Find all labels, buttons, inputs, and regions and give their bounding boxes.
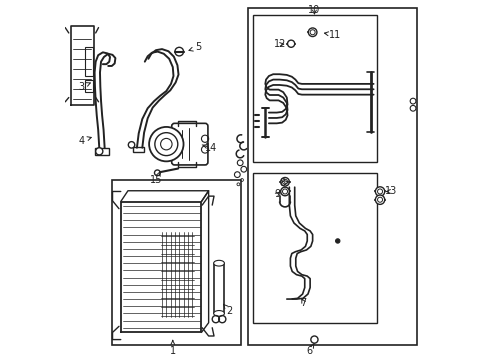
Circle shape: [154, 170, 160, 176]
Text: 11: 11: [324, 30, 340, 40]
Text: 4: 4: [78, 136, 91, 145]
Ellipse shape: [213, 311, 224, 316]
Bar: [253, 173, 376, 323]
Text: 5: 5: [189, 42, 202, 52]
Circle shape: [335, 239, 339, 243]
Text: 3: 3: [78, 82, 90, 92]
Bar: [112, 180, 241, 345]
Circle shape: [280, 177, 289, 186]
Text: 7: 7: [300, 298, 306, 308]
Bar: [214, 264, 224, 313]
Text: 8: 8: [279, 178, 288, 188]
Bar: [253, 15, 376, 162]
Bar: [85, 47, 93, 76]
Circle shape: [149, 127, 183, 161]
Circle shape: [280, 187, 289, 196]
Circle shape: [375, 187, 384, 196]
Circle shape: [309, 30, 314, 35]
Ellipse shape: [213, 260, 224, 266]
Text: 9: 9: [274, 189, 280, 199]
Bar: [95, 148, 109, 155]
Circle shape: [287, 40, 294, 47]
Circle shape: [96, 148, 102, 155]
Text: 15: 15: [150, 172, 163, 185]
Text: 2: 2: [223, 304, 232, 316]
FancyBboxPatch shape: [171, 123, 207, 165]
Circle shape: [308, 28, 316, 37]
Circle shape: [160, 138, 172, 150]
Bar: [85, 80, 93, 92]
Bar: [132, 147, 144, 152]
Text: 10: 10: [307, 5, 320, 15]
Text: 12: 12: [274, 40, 286, 49]
Text: 1: 1: [169, 341, 176, 356]
Circle shape: [375, 195, 384, 204]
Text: 14: 14: [202, 143, 217, 153]
Circle shape: [310, 336, 317, 343]
Text: 13: 13: [384, 186, 396, 197]
Text: 6: 6: [305, 343, 313, 356]
Circle shape: [155, 133, 178, 156]
Bar: [247, 8, 416, 345]
